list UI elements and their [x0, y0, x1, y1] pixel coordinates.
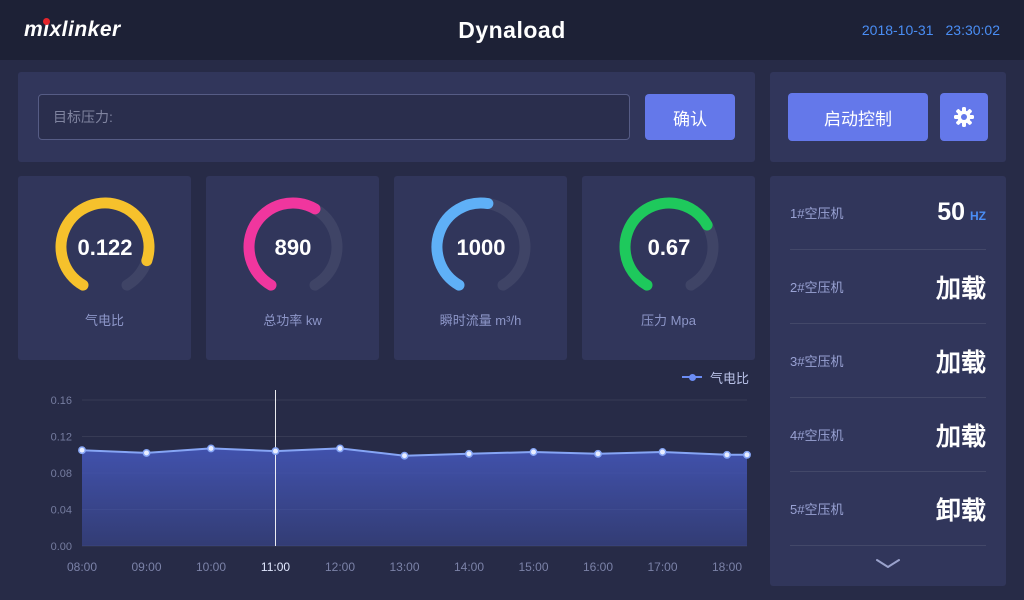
compressor-list: 1#空压机 50 HZ 2#空压机 加载 3#空压机 加载 4#空压机 加载 5#空压机 … — [790, 176, 986, 546]
time-label: 23:30:02 — [945, 22, 1001, 38]
compressor-row: 4#空压机 加载 — [790, 398, 986, 472]
trend-chart-svg: 0.16 0.12 0.08 0.04 0.00 08:00 09:00 10:00 11:0… — [51, 390, 751, 574]
svg-text:13:00: 13:00 — [389, 560, 419, 574]
compressor-row: 2#空压机 加载 — [790, 250, 986, 324]
settings-button[interactable] — [940, 93, 988, 141]
gauge-label: 瞬时流量 m³/h — [439, 313, 522, 328]
svg-text:0.16: 0.16 — [51, 395, 72, 407]
logo-dot — [43, 18, 50, 25]
confirm-button[interactable]: 确认 — [645, 94, 735, 140]
compressor-unit: HZ — [970, 209, 986, 223]
compressor-panel: 1#空压机 50 HZ 2#空压机 加载 3#空压机 加载 4#空压机 加载 5#空压机 … — [770, 176, 1006, 586]
gear-icon — [954, 107, 974, 127]
start-control-button[interactable]: 启动控制 — [788, 93, 928, 141]
gauge-card: 0.122 气电比 — [18, 176, 191, 360]
legend-marker-icon — [681, 373, 702, 381]
app-header: mixlinker Dynaload 2018-10-31 23:30:02 — [0, 0, 1024, 60]
svg-text:18:00: 18:00 — [712, 560, 742, 574]
compressor-label: 4#空压机 — [790, 428, 844, 443]
compressor-label: 2#空压机 — [790, 280, 844, 295]
compressor-row: 5#空压机 卸载 — [790, 472, 986, 546]
compressor-value: 加载 — [935, 274, 986, 303]
gauge-ring: 0.122 — [55, 197, 154, 291]
gauge-value: 0.67 — [647, 235, 690, 260]
compressor-row: 3#空压机 加载 — [790, 324, 986, 398]
main-area: 确认 0.122 气电比 890 总功率 kw 1000 瞬时流量 m³/h 0… — [0, 60, 1024, 600]
gauge-label: 压力 Mpa — [641, 313, 696, 328]
svg-text:15:00: 15:00 — [518, 560, 548, 574]
target-pressure-input[interactable] — [38, 94, 630, 140]
trend-chart: 0.16 0.12 0.08 0.04 0.00 08:00 09:00 10:00 11:0… — [18, 388, 755, 585]
expand-toggle[interactable] — [790, 546, 986, 580]
gauge-value: 1000 — [456, 235, 505, 260]
gauge-cards: 0.122 气电比 890 总功率 kw 1000 瞬时流量 m³/h 0.67… — [18, 176, 755, 360]
compressor-value: 卸载 — [935, 496, 986, 525]
svg-text:0.00: 0.00 — [51, 541, 72, 553]
svg-text:11:00: 11:00 — [261, 560, 290, 574]
datetime: 2018-10-31 23:30:02 — [862, 22, 1000, 38]
svg-text:12:00: 12:00 — [325, 560, 355, 574]
chevron-down-icon — [876, 558, 900, 568]
target-pressure-panel: 确认 — [18, 72, 755, 162]
gauge-label: 总功率 kw — [263, 313, 322, 328]
trend-chart-block: 气电比 0.16 0.12 0.08 0.04 0.00 08:00 09:00 10:00… — [18, 366, 755, 586]
left-column: 确认 0.122 气电比 890 总功率 kw 1000 瞬时流量 m³/h 0… — [18, 72, 755, 586]
svg-text:10:00: 10:00 — [196, 560, 226, 574]
chart-legend: 气电比 — [681, 368, 749, 386]
compressor-row: 1#空压机 50 HZ — [790, 176, 986, 250]
logo-text: mixlinker — [24, 18, 121, 41]
side-controls-panel: 启动控制 — [770, 72, 1006, 162]
svg-text:0.08: 0.08 — [51, 468, 72, 480]
gauge-value: 890 — [274, 235, 311, 260]
page-title: Dynaload — [458, 16, 566, 43]
gauge-ring: 890 — [243, 197, 342, 291]
svg-text:14:00: 14:00 — [454, 560, 484, 574]
gauge-ring: 0.67 — [619, 197, 718, 291]
svg-text:09:00: 09:00 — [131, 560, 161, 574]
gauge-value: 0.122 — [77, 235, 132, 260]
svg-text:16:00: 16:00 — [583, 560, 613, 574]
gauge-ring: 1000 — [431, 197, 530, 291]
gauge-card: 0.67 压力 Mpa — [582, 176, 755, 360]
compressor-label: 5#空压机 — [790, 502, 844, 517]
compressor-value: 50 HZ — [937, 198, 986, 226]
compressor-value: 加载 — [935, 348, 986, 377]
svg-text:0.04: 0.04 — [51, 505, 72, 517]
svg-text:17:00: 17:00 — [647, 560, 677, 574]
compressor-value: 加载 — [935, 422, 986, 451]
gauge-card: 890 总功率 kw — [206, 176, 379, 360]
compressor-label: 1#空压机 — [790, 206, 844, 221]
svg-text:0.12: 0.12 — [51, 432, 72, 444]
svg-text:08:00: 08:00 — [67, 560, 97, 574]
compressor-label: 3#空压机 — [790, 354, 844, 369]
legend-label: 气电比 — [709, 370, 749, 386]
right-column: 启动控制 1#空压机 50 HZ 2#空 — [770, 72, 1006, 586]
date-label: 2018-10-31 — [861, 22, 934, 38]
logo: mixlinker — [24, 18, 121, 42]
gauge-label: 气电比 — [84, 313, 124, 328]
gauge-card: 1000 瞬时流量 m³/h — [394, 176, 567, 360]
